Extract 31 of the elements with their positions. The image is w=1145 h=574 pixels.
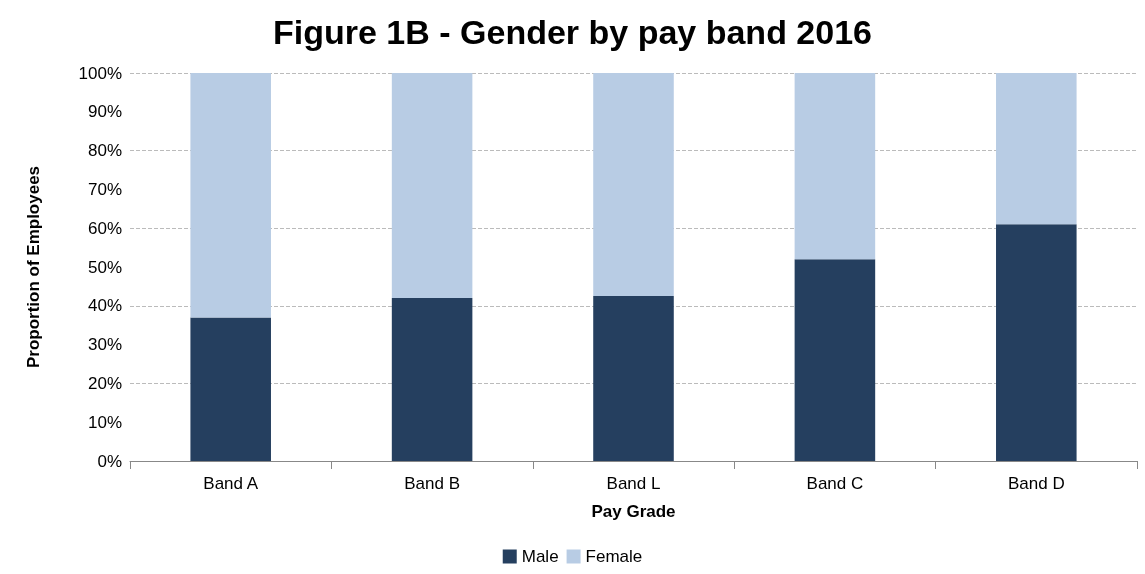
x-tick-label: Band D: [1007, 474, 1065, 493]
y-tick-label: 60%: [87, 218, 122, 238]
legend-label: Male: [521, 547, 559, 566]
bar: [190, 317, 271, 461]
y-tick-label: 90%: [87, 102, 122, 122]
y-tick-label: 40%: [87, 296, 122, 316]
y-tick-label: 80%: [87, 141, 122, 161]
bar: [190, 73, 271, 318]
x-axis-title: Pay Grade: [591, 502, 676, 521]
y-tick-label: 30%: [87, 335, 122, 355]
x-tick-label: Band A: [203, 474, 259, 493]
bar: [593, 73, 674, 297]
bar: [794, 259, 876, 461]
y-tick-label: 50%: [87, 257, 122, 277]
y-tick-label: 100%: [78, 63, 122, 83]
legend-label: Female: [585, 547, 643, 566]
y-tick-label: 20%: [87, 373, 122, 393]
y-tick-label: 70%: [87, 179, 122, 199]
x-tick-label: Band C: [806, 474, 864, 493]
bar: [996, 73, 1077, 225]
x-tick-label: Band L: [606, 474, 661, 493]
bar: [391, 73, 473, 299]
y-tick-label: 10%: [87, 412, 122, 432]
chart-title: Figure 1B - Gender by pay band 2016: [273, 13, 872, 51]
y-tick-label: 0%: [97, 451, 122, 471]
bar: [996, 224, 1077, 461]
bar: [593, 296, 674, 461]
bar: [794, 73, 876, 260]
bar: [391, 298, 473, 461]
y-axis-title: Proportion of Employees: [24, 165, 43, 369]
x-tick-label: Band B: [404, 474, 460, 493]
